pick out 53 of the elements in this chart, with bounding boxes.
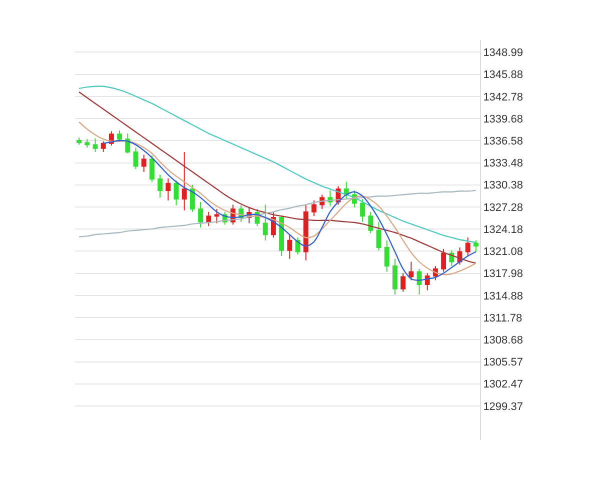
- y-tick-label: 1336.58: [483, 136, 523, 148]
- y-tick-label: 1321.08: [483, 246, 523, 258]
- candlestick: [214, 208, 220, 224]
- candlestick: [125, 132, 130, 154]
- candlestick: [92, 138, 98, 152]
- candlestick: [262, 204, 268, 241]
- candlestick: [376, 221, 382, 251]
- y-tick-label: 1333.48: [483, 158, 523, 170]
- candlestick: [279, 216, 284, 257]
- y-tick-label: 1327.28: [483, 202, 523, 214]
- candlestick: [76, 137, 82, 146]
- candlestick: [117, 130, 122, 142]
- y-tick-label: 1317.98: [483, 268, 523, 280]
- candlestick: [84, 138, 90, 148]
- line-series: [78, 190, 477, 238]
- candlestick: [287, 234, 292, 260]
- candlestick: [303, 204, 308, 261]
- y-tick-label: 1339.68: [483, 113, 523, 126]
- candlestick: [166, 178, 171, 201]
- candlestick: [182, 151, 187, 211]
- candlestick: [133, 147, 138, 170]
- y-tick-label: 1299.37: [483, 400, 523, 413]
- candlestick: [473, 240, 478, 252]
- y-tick-label: 1314.88: [483, 290, 523, 302]
- y-tick-label: 1311.78: [483, 312, 522, 324]
- candlestick: [368, 211, 374, 234]
- candlestick: [392, 258, 398, 296]
- candlestick: [384, 240, 390, 272]
- y-tick-label: 1305.57: [483, 356, 523, 369]
- y-tick-label: 1345.88: [483, 69, 523, 82]
- candlestick: [141, 154, 146, 172]
- candlestick: [100, 140, 106, 152]
- candlestick: [149, 155, 154, 182]
- candlestick: [465, 237, 470, 257]
- candlestick: [206, 211, 212, 227]
- candlestick: [408, 261, 414, 281]
- y-tick-label: 1302.47: [483, 378, 523, 391]
- y-tick-label: 1330.38: [483, 180, 523, 192]
- y-tick-label: 1308.68: [483, 334, 523, 346]
- line-series: [102, 140, 477, 281]
- y-tick-label: 1348.99: [483, 47, 523, 60]
- candlestick: [198, 201, 204, 228]
- candlestick: [400, 272, 406, 292]
- candlestick: [360, 198, 366, 222]
- candlestick: [158, 174, 163, 198]
- y-tick-label: 1342.78: [483, 91, 523, 104]
- candlestick: [424, 272, 430, 291]
- candlestick: [174, 180, 179, 206]
- line-series: [78, 121, 477, 276]
- candlestick: [441, 248, 446, 272]
- candlestick: [311, 200, 316, 217]
- candlestick: [190, 184, 195, 212]
- y-tick-label: 1324.18: [483, 224, 523, 236]
